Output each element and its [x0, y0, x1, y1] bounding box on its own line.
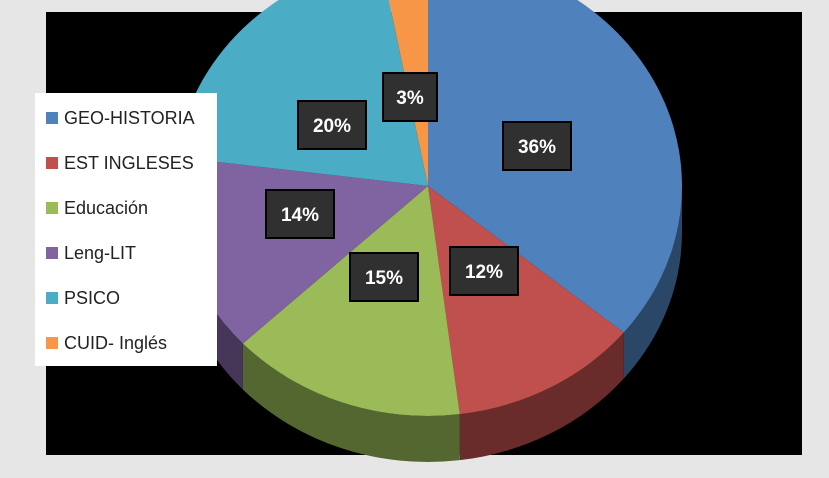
legend-swatch-educacion	[46, 202, 58, 214]
data-label-box-educacion	[349, 252, 419, 302]
legend-label-geo-historia: GEO-HISTORIA	[64, 108, 195, 128]
legend-box	[35, 93, 217, 366]
legend-swatch-psico	[46, 292, 58, 304]
data-label-box-est-ingleses	[449, 246, 519, 296]
pie-side-est-ingleses	[459, 332, 624, 461]
legend-label-leng-lit: Leng-LIT	[64, 243, 136, 263]
legend-label-educacion: Educación	[64, 198, 148, 218]
data-label-psico: 20%	[313, 116, 351, 137]
pie-slices	[174, 0, 682, 416]
pie-side-educacion	[242, 343, 460, 462]
pie-slice-cuid-ingles	[388, 0, 428, 186]
pie-sides	[174, 186, 682, 462]
legend-swatch-cuid-ingles	[46, 337, 58, 349]
pie-side-geo-historia	[623, 186, 682, 379]
legend-swatch-est-ingleses	[46, 157, 58, 169]
data-label-est-ingleses: 12%	[465, 262, 503, 283]
data-label-box-geo-historia	[502, 121, 572, 171]
data-labels: 36% 12% 15% 14% 20% 3%	[265, 72, 572, 302]
pie-side-leng-lit	[174, 186, 243, 390]
data-label-educacion: 15%	[365, 268, 403, 289]
data-label-leng-lit: 14%	[281, 205, 319, 226]
legend-swatch-geo-historia	[46, 112, 58, 124]
legend-label-est-ingleses: EST INGLESES	[64, 153, 194, 173]
data-label-cuid-ingles: 3%	[396, 88, 424, 109]
data-label-box-cuid-ingles	[382, 72, 438, 122]
data-label-box-psico	[297, 100, 367, 150]
legend-swatch-leng-lit	[46, 247, 58, 259]
legend-label-cuid-ingles: CUID- Inglés	[64, 333, 167, 353]
pie-slice-leng-lit	[174, 157, 428, 344]
pie-slice-est-ingleses	[428, 186, 624, 415]
data-label-geo-historia: 36%	[518, 137, 556, 158]
data-label-box-leng-lit	[265, 189, 335, 239]
legend: GEO-HISTORIA EST INGLESES Educación Leng-LI…	[35, 93, 217, 366]
legend-label-psico: PSICO	[64, 288, 120, 308]
